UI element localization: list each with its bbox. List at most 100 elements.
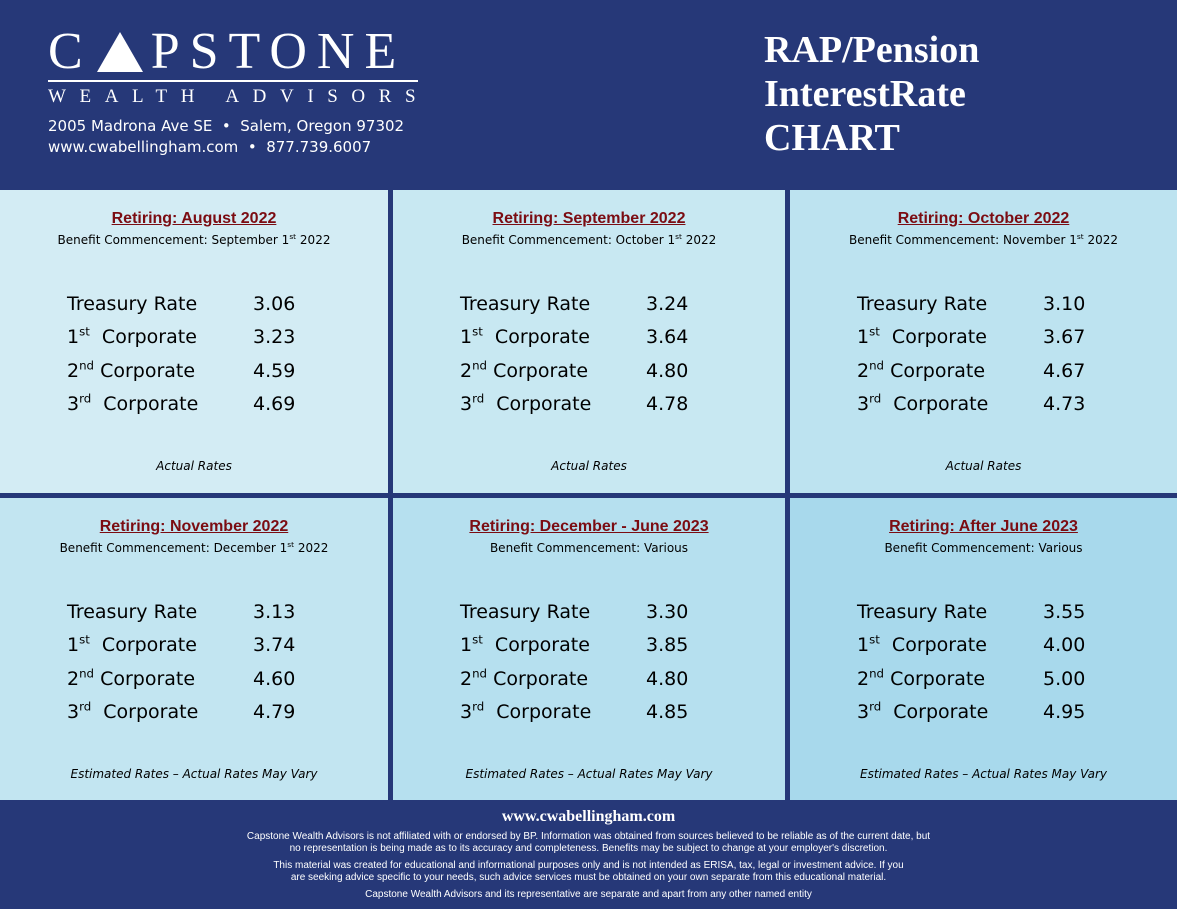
rate-label: 2nd Corporate xyxy=(857,360,1043,382)
rate-ordinal: 1 xyxy=(67,326,80,349)
title-line: InterestRate xyxy=(764,73,966,115)
rate-ordinal-suffix: st xyxy=(472,632,483,647)
contact-block: 2005 Madrona Ave SE • Salem, Oregon 9730… xyxy=(48,116,404,158)
rate-value: 3.24 xyxy=(646,292,689,315)
disclaimer-line: no representation is being made as to it… xyxy=(289,843,888,854)
rate-name: Corporate xyxy=(484,701,592,724)
rate-ordinal: 1 xyxy=(460,326,473,349)
rates-note: Estimated Rates – Actual Rates May Vary xyxy=(859,767,1107,781)
rate-value: 4.67 xyxy=(1043,359,1086,382)
benefit-commencement: Benefit Commencement: November 1st 2022 xyxy=(790,233,1177,247)
rate-row: 1st Corporate 3.74 xyxy=(67,629,295,663)
disclaimer-line: are seeking advice specific to your need… xyxy=(290,872,887,883)
rate-ordinal-suffix: rd xyxy=(869,699,882,714)
rate-ordinal: 3 xyxy=(857,701,870,724)
rate-value: 4.78 xyxy=(646,393,689,416)
rates-table: Treasury Rate 3.55 1st Corporate 4.00 2nd Co… xyxy=(857,595,1085,729)
rate-ordinal: 2 xyxy=(67,667,80,690)
rate-label: 1st Corporate xyxy=(460,326,646,348)
rate-row: 3rd Corporate 4.85 xyxy=(460,696,688,730)
rate-label: 2nd Corporate xyxy=(857,668,1043,690)
benefit-commencement: Benefit Commencement: December 1st 2022 xyxy=(0,541,388,555)
logo-letters: PSTONE xyxy=(150,23,407,80)
rate-label: 2nd Corporate xyxy=(67,360,253,382)
rate-ordinal-suffix: rd xyxy=(79,699,92,714)
rate-row: 1st Corporate 3.85 xyxy=(460,629,688,663)
logo-wordmark: C PSTONE xyxy=(48,26,420,78)
rate-value: 3.85 xyxy=(646,634,689,657)
rate-name: Corporate xyxy=(881,393,989,416)
disclaimer-separate: Capstone Wealth Advisors and its represe… xyxy=(365,889,812,900)
rate-panel: Retiring: November 2022 Benefit Commence… xyxy=(0,498,388,800)
rate-value: 3.30 xyxy=(646,600,689,623)
rate-row: Treasury Rate 3.13 xyxy=(67,595,295,629)
rate-ordinal-suffix: nd xyxy=(869,666,885,681)
rate-value: 5.00 xyxy=(1043,667,1086,690)
page-title: RAP/Pension InterestRate CHART xyxy=(764,28,979,160)
rate-name: Treasury Rate xyxy=(460,600,591,623)
rate-ordinal-suffix: rd xyxy=(79,391,92,406)
commencement-text: Benefit Commencement: September 1 xyxy=(57,233,290,247)
commencement-suffix: st xyxy=(289,232,297,241)
rate-row: Treasury Rate 3.55 xyxy=(857,595,1085,629)
rate-row: 3rd Corporate 4.79 xyxy=(67,696,295,730)
rates-note: Estimated Rates – Actual Rates May Vary xyxy=(465,767,713,781)
rate-row: Treasury Rate 3.24 xyxy=(460,287,688,321)
rate-ordinal-suffix: rd xyxy=(869,391,882,406)
rate-value: 4.95 xyxy=(1043,701,1086,724)
rate-label: 3rd Corporate xyxy=(67,393,253,415)
rate-ordinal-suffix: st xyxy=(472,324,483,339)
benefit-commencement: Benefit Commencement: September 1st 2022 xyxy=(0,233,388,247)
rates-table: Treasury Rate 3.10 1st Corporate 3.67 2nd Co… xyxy=(857,287,1085,421)
rate-row: 3rd Corporate 4.73 xyxy=(857,388,1085,422)
rate-value: 4.59 xyxy=(253,359,296,382)
rate-label: 1st Corporate xyxy=(67,634,253,656)
rate-name: Treasury Rate xyxy=(460,292,591,315)
rate-row: 1st Corporate 3.23 xyxy=(67,321,295,355)
commencement-text: Benefit Commencement: October 1 xyxy=(461,233,676,247)
rate-ordinal-suffix: st xyxy=(869,632,880,647)
rate-row: 2nd Corporate 4.80 xyxy=(460,662,688,696)
rate-ordinal: 2 xyxy=(857,359,870,382)
rate-name: Corporate xyxy=(94,359,196,382)
rate-value: 4.00 xyxy=(1043,634,1086,657)
rate-value: 4.69 xyxy=(253,393,296,416)
rate-value: 4.80 xyxy=(646,359,689,382)
title-line: CHART xyxy=(764,117,900,159)
rate-label: 1st Corporate xyxy=(67,326,253,348)
rate-ordinal: 3 xyxy=(460,701,473,724)
rate-label: 2nd Corporate xyxy=(460,668,646,690)
rates-note: Actual Rates xyxy=(551,459,627,473)
rate-label: 2nd Corporate xyxy=(460,360,646,382)
rate-name: Corporate xyxy=(881,701,989,724)
rate-value: 4.79 xyxy=(253,701,296,724)
rate-label: 3rd Corporate xyxy=(67,701,253,723)
rate-ordinal-suffix: st xyxy=(79,324,90,339)
disclaimer-affiliation: Capstone Wealth Advisors is not affiliat… xyxy=(0,831,1177,855)
logo-subtitle: WEALTH ADVISORS xyxy=(48,86,430,107)
commencement-text: Benefit Commencement: December 1 xyxy=(59,541,288,555)
rate-ordinal-suffix: st xyxy=(79,632,90,647)
rate-value: 4.85 xyxy=(646,701,689,724)
rate-panel: Retiring: August 2022 Benefit Commenceme… xyxy=(0,190,388,493)
rate-ordinal-suffix: st xyxy=(869,324,880,339)
rate-ordinal: 2 xyxy=(460,359,473,382)
rate-name: Corporate xyxy=(884,667,986,690)
rate-ordinal: 3 xyxy=(67,701,80,724)
rate-name: Corporate xyxy=(94,667,196,690)
disclaimer-line: Capstone Wealth Advisors is not affiliat… xyxy=(246,831,931,842)
rate-ordinal: 2 xyxy=(67,359,80,382)
rate-label: 1st Corporate xyxy=(460,634,646,656)
panel-title: Retiring: After June 2023 xyxy=(889,518,1078,535)
footer-url[interactable]: www.cwabellingham.com xyxy=(501,808,676,825)
rate-name: Corporate xyxy=(884,359,986,382)
rate-ordinal: 2 xyxy=(857,667,870,690)
rate-row: 1st Corporate 3.64 xyxy=(460,321,688,355)
rates-table: Treasury Rate 3.24 1st Corporate 3.64 2nd Co… xyxy=(460,287,688,421)
rate-ordinal: 1 xyxy=(67,634,80,657)
rate-row: Treasury Rate 3.30 xyxy=(460,595,688,629)
rate-label: Treasury Rate xyxy=(460,293,646,315)
rate-value: 3.67 xyxy=(1043,326,1086,349)
rates-note: Estimated Rates – Actual Rates May Vary xyxy=(70,767,318,781)
rate-label: 2nd Corporate xyxy=(67,668,253,690)
